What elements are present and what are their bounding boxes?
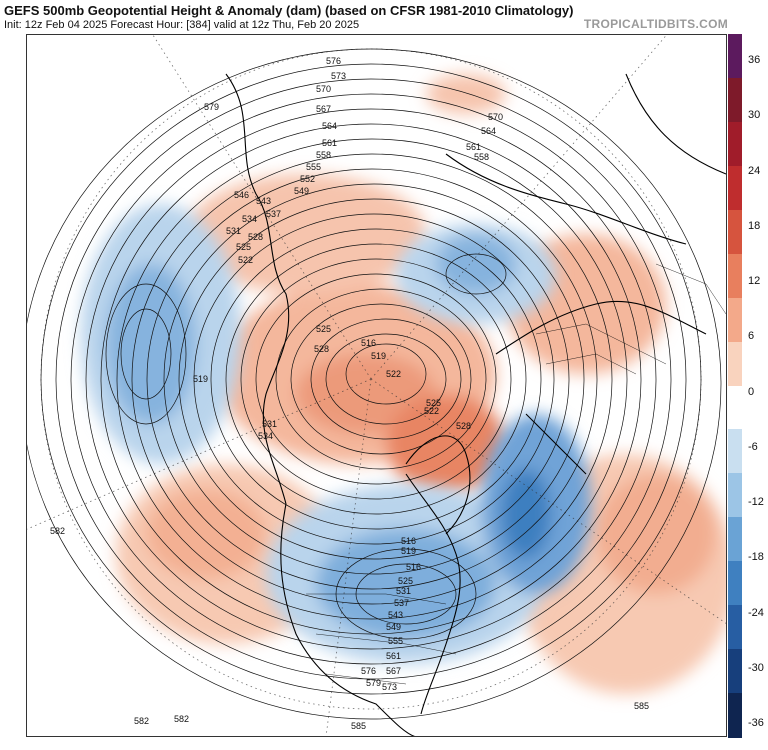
- contour-label: 558: [316, 150, 331, 160]
- contour-label: 537: [266, 209, 281, 219]
- positive-anomaly-fills: [116, 74, 727, 694]
- contour-label: 576: [326, 56, 341, 66]
- contour-label: 531: [262, 419, 277, 429]
- contour-label: 516: [401, 536, 416, 546]
- colorbar-segment: [728, 121, 742, 167]
- contour-labels: 5765735705675645615585555525495465435375…: [50, 56, 649, 731]
- contour-label: 549: [386, 622, 401, 632]
- colorbar-segment: [728, 429, 742, 474]
- contour-label: 570: [488, 112, 503, 122]
- contour-label: 579: [204, 102, 219, 112]
- colorbar-tick-label: 18: [748, 219, 761, 232]
- contour-label: 519: [193, 374, 208, 384]
- colorbar-tick-label: -24: [748, 606, 764, 619]
- contour-label: 519: [401, 546, 416, 556]
- contour-label: 582: [50, 526, 65, 536]
- colorbar-tick-label: 12: [748, 275, 761, 287]
- political-borders: [306, 263, 727, 685]
- contour-label: 537: [394, 598, 409, 608]
- contour-label: 582: [134, 716, 149, 726]
- contour-label: 576: [361, 666, 376, 676]
- colorbar-tick-label: 24: [748, 164, 761, 177]
- contour-label: 531: [226, 226, 241, 236]
- contour-label: 525: [316, 324, 331, 334]
- colorbar-segment: [728, 77, 742, 123]
- credit-watermark: TROPICALTIDBITS.COM: [583, 17, 728, 31]
- colorbar-tick-label: -18: [748, 551, 764, 564]
- contour-label: 567: [386, 666, 401, 676]
- height-contours: [26, 48, 722, 720]
- contour-label: 582: [174, 714, 189, 724]
- colorbar-segment: [728, 517, 742, 562]
- hemispheric-map: 576 573 570 567 564 561 558 555 552 549 546 543 537 5…: [26, 34, 727, 737]
- contour-label: 561: [322, 138, 337, 148]
- colorbar-segment: [728, 209, 742, 255]
- contour-label: 525: [236, 242, 251, 252]
- anomaly-colorbar: [728, 34, 742, 738]
- map-title: GEFS 500mb Geopotential Height & Anomaly…: [4, 3, 574, 18]
- colorbar-segment: [728, 605, 742, 650]
- colorbar-tick-label: 0: [748, 385, 755, 398]
- contour-label: 531: [396, 586, 411, 596]
- contour-label: 543: [256, 196, 271, 206]
- contour-label: 522: [238, 255, 253, 265]
- colorbar-tick-label: -36: [748, 717, 764, 729]
- negative-anomaly-fills: [81, 204, 591, 664]
- colorbar-segment: [728, 693, 742, 738]
- contour-label: 585: [351, 721, 366, 731]
- colorbar-segment: [728, 341, 742, 386]
- contour-label: 516: [406, 562, 421, 572]
- contour-label: 573: [382, 682, 397, 692]
- contour-label: 519: [371, 351, 386, 361]
- contour-label: 567: [316, 104, 331, 114]
- contour-label: 570: [316, 84, 331, 94]
- colorbar-segment: [728, 385, 742, 430]
- contour-label: 585: [634, 701, 649, 711]
- colorbar-segment: [728, 473, 742, 518]
- contour-label: 528: [456, 421, 471, 431]
- contour-label: 522: [386, 369, 401, 379]
- contour-label: 528: [248, 232, 263, 242]
- colorbar-segment: [728, 34, 742, 79]
- contour-label: 558: [474, 152, 489, 162]
- colorbar-segment: [728, 649, 742, 694]
- colorbar-tick-label: 6: [748, 330, 755, 343]
- contour-label: 555: [306, 162, 321, 172]
- contour-label: 546: [234, 190, 249, 200]
- contour-label: 564: [481, 126, 496, 136]
- colorbar-segment: [728, 165, 742, 211]
- map-canvas: 5765735705675645615585555525495465435375…: [26, 34, 727, 737]
- contour-label: 528: [314, 344, 329, 354]
- colorbar-tick-label: -6: [748, 440, 758, 453]
- contour-label: 534: [242, 214, 257, 224]
- contour-label: 543: [388, 610, 403, 620]
- contour-label: 555: [388, 636, 403, 646]
- colorbar-tick-label: 36: [748, 54, 761, 66]
- contour-label: 525: [398, 576, 413, 586]
- map-subtitle: Init: 12z Feb 04 2025 Forecast Hour: [38…: [4, 19, 360, 31]
- contour-label: 573: [331, 71, 346, 81]
- contour-label: 525: [426, 398, 441, 408]
- contour-label: 534: [258, 431, 273, 441]
- contour-label: 549: [294, 186, 309, 196]
- colorbar-segment: [728, 297, 742, 343]
- contour-label: 516: [361, 338, 376, 348]
- colorbar-tick-label: -12: [748, 496, 764, 508]
- contour-label: 579: [366, 678, 381, 688]
- colorbar-segment: [728, 253, 742, 299]
- contour-label: 561: [386, 651, 401, 661]
- contour-label: 552: [300, 174, 315, 184]
- contour-label: 564: [322, 121, 337, 131]
- contour-label: 561: [466, 142, 481, 152]
- colorbar-segment: [728, 561, 742, 606]
- coastlines: [225, 73, 727, 737]
- colorbar-tick-label: -30: [748, 661, 764, 674]
- colorbar-tick-label: 30: [748, 109, 761, 122]
- contour-label: 522: [424, 406, 439, 416]
